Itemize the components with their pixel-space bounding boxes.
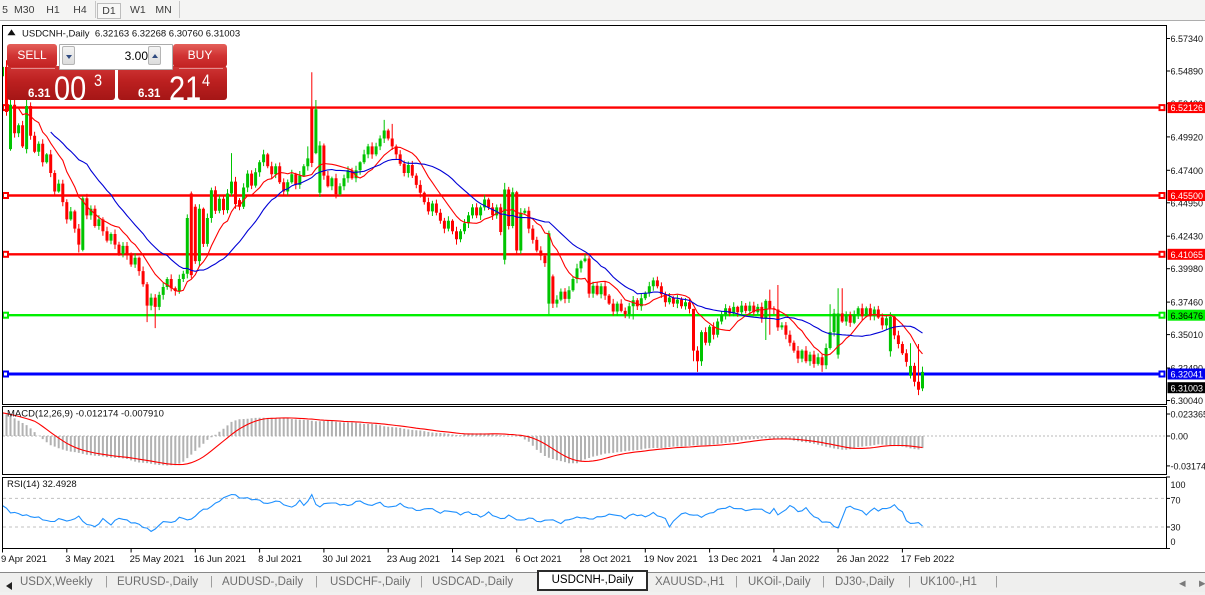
svg-text:100: 100 (1171, 480, 1186, 490)
svg-text:6.44950: 6.44950 (1171, 198, 1204, 208)
svg-text:4 Jan 2022: 4 Jan 2022 (772, 554, 819, 565)
svg-text:6.45500: 6.45500 (1171, 191, 1204, 201)
svg-text:0.00: 0.00 (1171, 432, 1189, 442)
svg-text:30: 30 (1171, 523, 1181, 533)
svg-text:16 Jun 2021: 16 Jun 2021 (194, 554, 246, 565)
svg-text:6.49920: 6.49920 (1171, 132, 1204, 142)
svg-text:6.31003: 6.31003 (1171, 383, 1204, 393)
svg-text:USDCNH-,Daily 6.32163 6.32268: USDCNH-,Daily 6.32163 6.32268 6.30760 6.… (22, 29, 240, 40)
svg-text:9 Apr 2021: 9 Apr 2021 (1, 554, 47, 565)
svg-text:70: 70 (1171, 495, 1181, 505)
svg-text:6.54890: 6.54890 (1171, 67, 1204, 77)
svg-text:28 Oct 2021: 28 Oct 2021 (580, 554, 632, 565)
svg-text:6.39980: 6.39980 (1171, 264, 1204, 274)
svg-text:3 May 2021: 3 May 2021 (65, 554, 115, 565)
svg-text:0: 0 (1171, 537, 1176, 547)
svg-text:6.36476: 6.36476 (1171, 311, 1204, 321)
svg-text:17 Feb 2022: 17 Feb 2022 (901, 554, 954, 565)
svg-text:6 Oct 2021: 6 Oct 2021 (515, 554, 561, 565)
svg-text:6.52126: 6.52126 (1171, 103, 1204, 113)
svg-text:6.30040: 6.30040 (1171, 396, 1204, 406)
svg-text:-0.031740: -0.031740 (1171, 461, 1205, 471)
svg-text:19 Nov 2021: 19 Nov 2021 (644, 554, 698, 565)
svg-text:6.37460: 6.37460 (1171, 298, 1204, 308)
svg-text:8 Jul 2021: 8 Jul 2021 (258, 554, 302, 565)
svg-text:6.57340: 6.57340 (1171, 34, 1204, 44)
svg-text:0.023365: 0.023365 (1171, 410, 1205, 420)
svg-text:6.47400: 6.47400 (1171, 166, 1204, 176)
svg-text:6.41065: 6.41065 (1171, 250, 1204, 260)
svg-text:30 Jul 2021: 30 Jul 2021 (322, 554, 371, 565)
svg-text:RSI(14) 32.4928: RSI(14) 32.4928 (7, 479, 77, 490)
svg-text:26 Jan 2022: 26 Jan 2022 (837, 554, 889, 565)
svg-text:6.35010: 6.35010 (1171, 330, 1204, 340)
svg-text:13 Dec 2021: 13 Dec 2021 (708, 554, 762, 565)
svg-text:14 Sep 2021: 14 Sep 2021 (451, 554, 505, 565)
svg-text:25 May 2021: 25 May 2021 (130, 554, 185, 565)
svg-text:6.42430: 6.42430 (1171, 232, 1204, 242)
svg-text:6.32041: 6.32041 (1171, 370, 1204, 380)
svg-text:23 Aug 2021: 23 Aug 2021 (387, 554, 440, 565)
svg-text:MACD(12,26,9) -0.012174 -0.007: MACD(12,26,9) -0.012174 -0.007910 (7, 409, 164, 420)
